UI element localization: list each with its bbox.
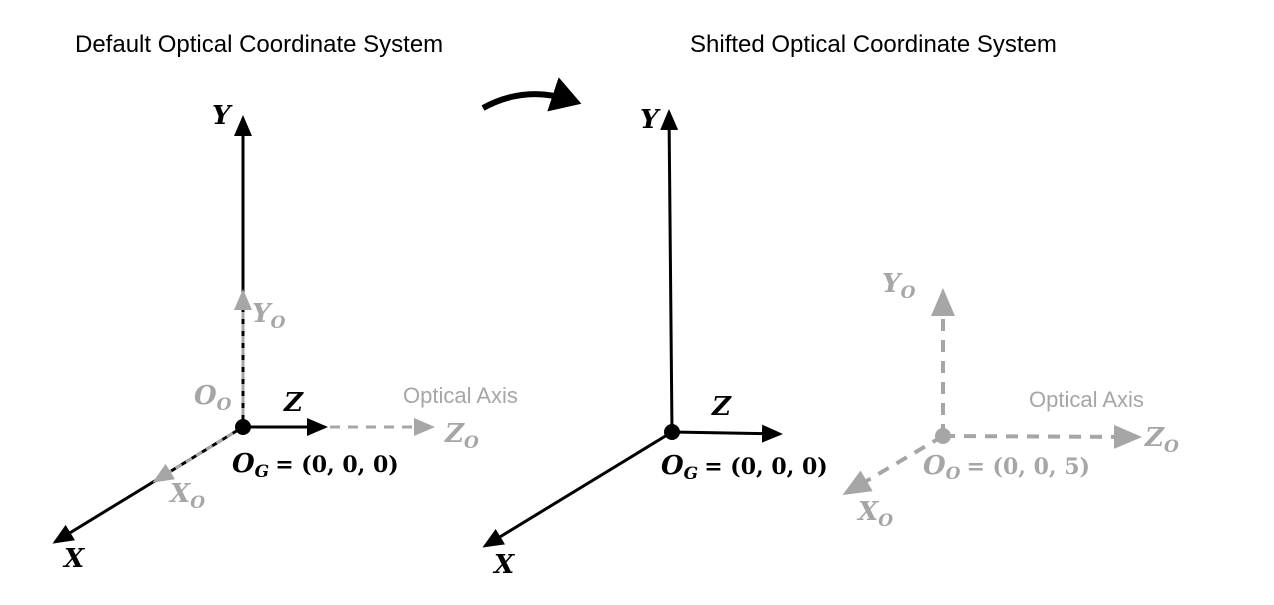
origin-point (235, 419, 251, 435)
x-label: X (62, 544, 86, 574)
right-title: Shifted Optical Coordinate System (690, 31, 1057, 58)
oo-equation: OO = (0, 0, 5) (923, 451, 1090, 484)
optical-axis-label: Optical Axis (403, 383, 518, 408)
z-axis (671, 424, 783, 443)
xo-label: XO (856, 497, 893, 531)
left-system: Y Z X YO OO ZO XO Optical Axis OG = (0, 0… (52, 101, 518, 574)
yo-label: YO (882, 269, 916, 303)
xo-label: XO (168, 479, 205, 513)
optical-origin-point (935, 428, 951, 444)
y-label: Y (640, 105, 661, 135)
z-label: Z (711, 392, 732, 422)
og-equation: OG = (0, 0, 0) (661, 451, 828, 484)
z-label: Z (283, 388, 304, 418)
right-system: Y Z X YO ZO XO Optical Axis OG = (0, 0, 0… (482, 105, 1179, 580)
yo-label: YO (252, 299, 286, 333)
left-title: Default Optical Coordinate System (75, 31, 443, 58)
x-axis (482, 430, 673, 548)
og-equation: OG = (0, 0, 0) (232, 449, 399, 482)
y-axis (660, 109, 679, 433)
optical-axis-label: Optical Axis (1029, 387, 1144, 412)
y-label: Y (212, 101, 233, 131)
origin-point (664, 424, 680, 440)
oo-label: OO (194, 381, 232, 415)
xo-axis (152, 425, 244, 483)
transition-arrow (481, 77, 582, 112)
zo-label: ZO (1144, 423, 1179, 457)
xo-axis (842, 434, 945, 496)
x-label: X (492, 550, 516, 580)
zo-label: ZO (444, 419, 479, 453)
x-axis (52, 425, 244, 544)
zo-axis (942, 424, 1142, 449)
